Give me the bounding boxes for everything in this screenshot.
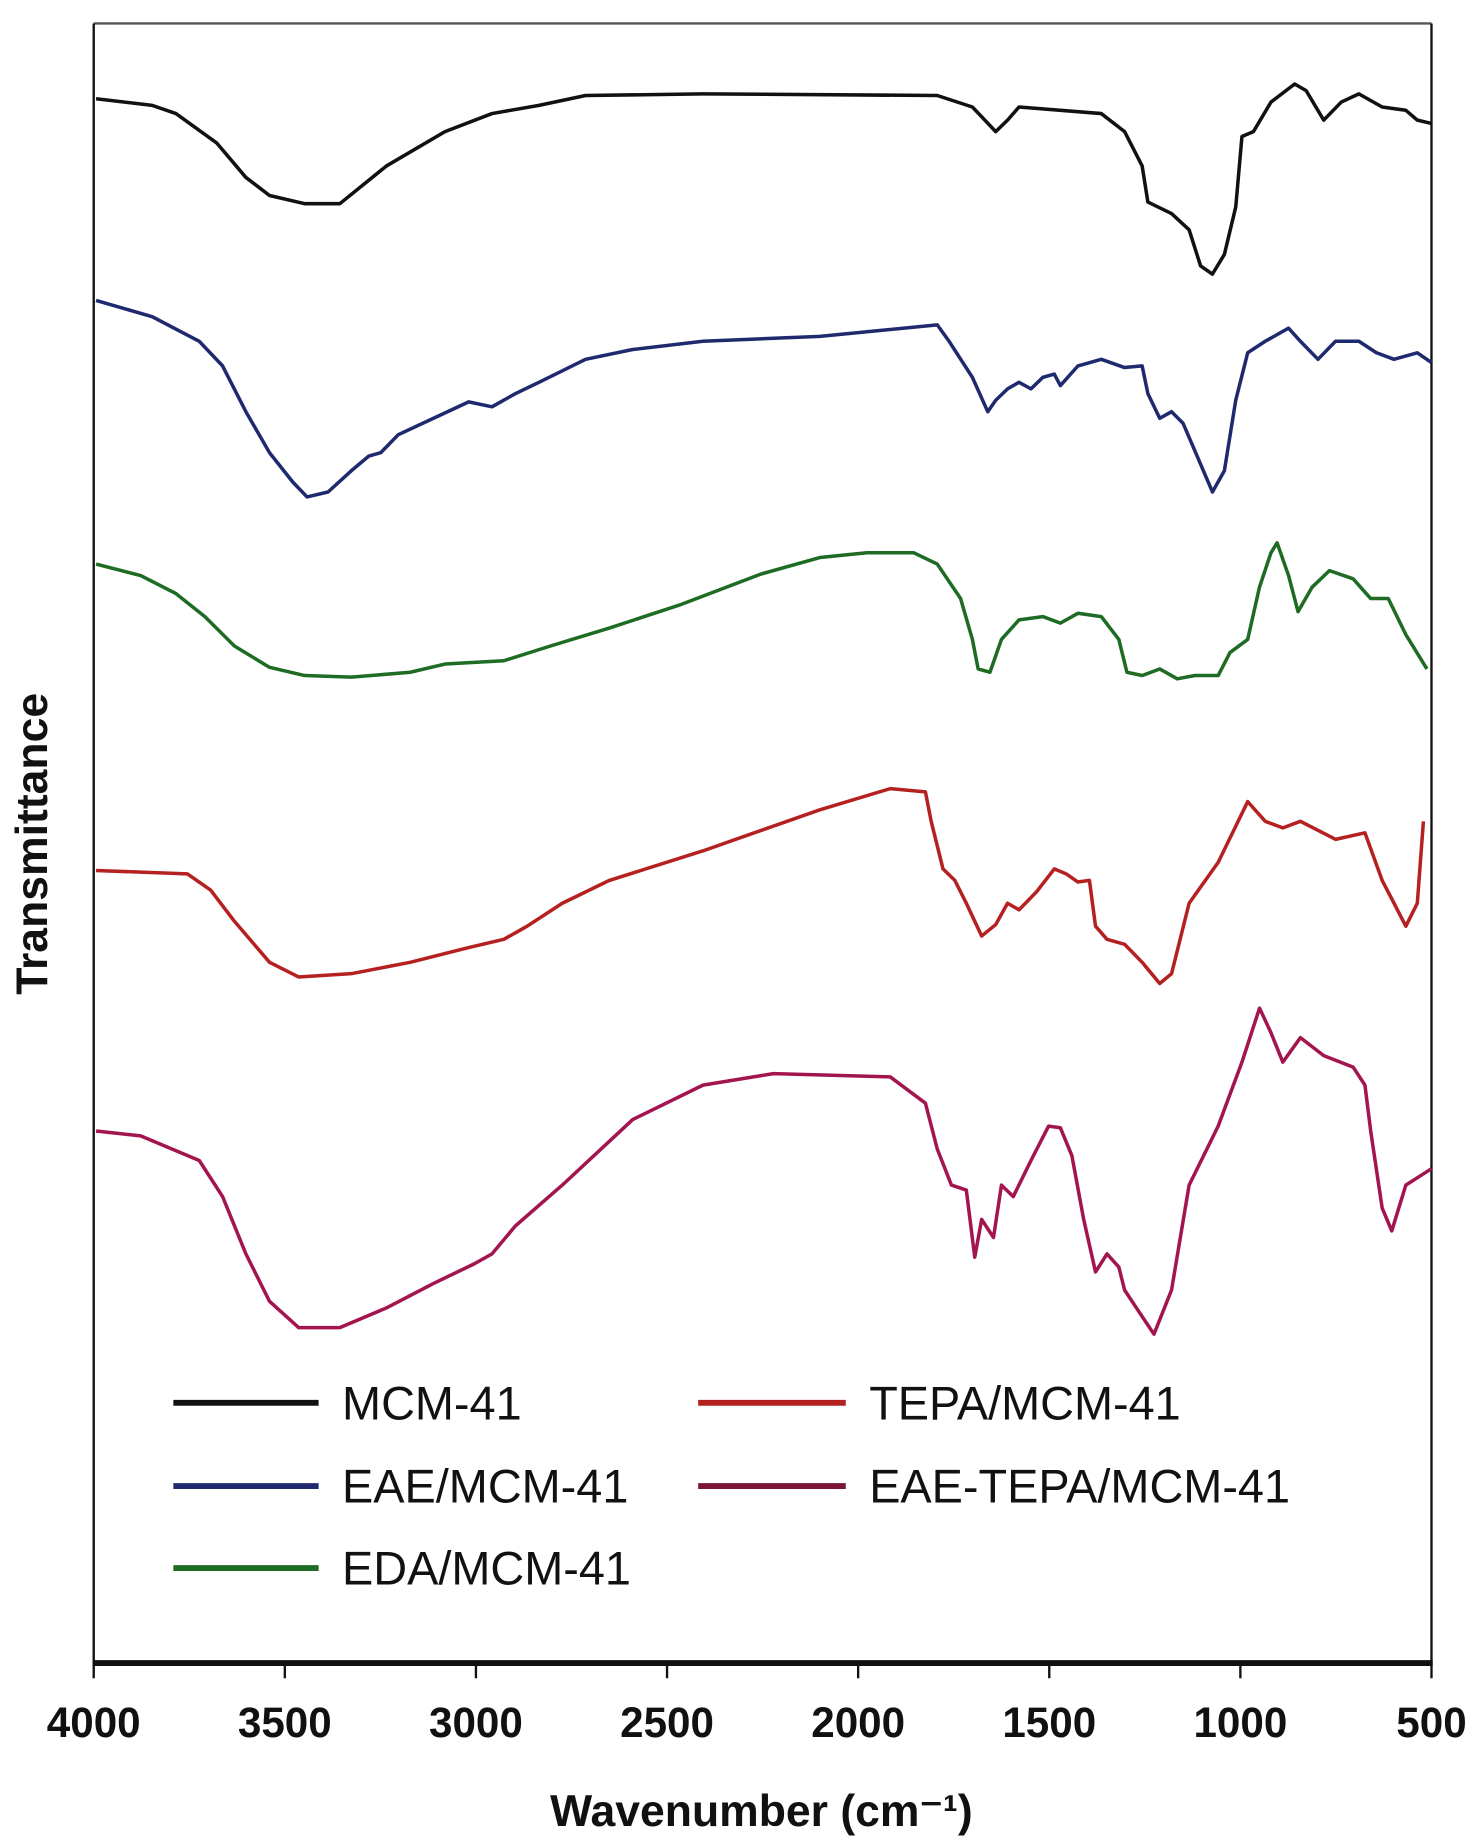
series-line-eae-tepa-mcm-41: [95, 1006, 1433, 1336]
x-tick-label: 1000: [1193, 1699, 1287, 1746]
legend-label: EDA/MCM-41: [342, 1542, 631, 1594]
x-ticks: 4000 3500 3000 2500 2000 1500 1000 500: [47, 1663, 1467, 1746]
x-tick-label: 1500: [1002, 1699, 1096, 1746]
legend-item-eae: EAE/MCM-41: [173, 1460, 628, 1512]
legend: MCM-41 EAE/MCM-41 EDA/MCM-41 TEPA/MCM-41…: [173, 1377, 1290, 1595]
y-axis-title: Transmittance: [8, 693, 57, 995]
x-tick-label: 500: [1396, 1699, 1466, 1746]
series-line-eda-mcm-41: [95, 541, 1429, 681]
legend-label: TEPA/MCM-41: [869, 1377, 1181, 1429]
x-tick-label: 3000: [429, 1699, 523, 1746]
x-tick-label: 4000: [47, 1699, 141, 1746]
x-tick-label: 3500: [238, 1699, 332, 1746]
legend-item-tepa: TEPA/MCM-41: [698, 1377, 1181, 1429]
legend-item-eae-tepa: EAE-TEPA/MCM-41: [698, 1460, 1290, 1512]
legend-label: MCM-41: [342, 1377, 522, 1429]
series-line-mcm-41: [95, 82, 1432, 276]
series-line-eae-mcm-41: [95, 298, 1433, 499]
legend-label: EAE-TEPA/MCM-41: [869, 1460, 1290, 1512]
x-tick-label: 2000: [811, 1699, 905, 1746]
legend-item-eda: EDA/MCM-41: [173, 1542, 631, 1595]
x-axis-title: Wavenumber (cm⁻¹): [550, 1787, 972, 1836]
series-line-tepa-mcm-41: [95, 786, 1426, 986]
series-group: [95, 82, 1433, 1336]
legend-item-mcm41: MCM-41: [173, 1377, 522, 1429]
x-tick-label: 2500: [620, 1699, 714, 1746]
legend-label: EAE/MCM-41: [342, 1460, 628, 1512]
